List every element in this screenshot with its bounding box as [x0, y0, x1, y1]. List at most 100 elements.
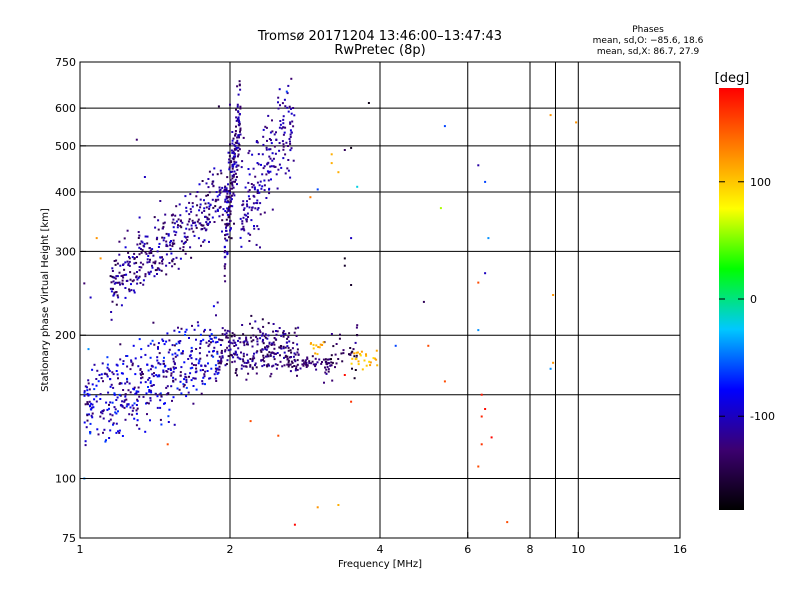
data-point — [228, 345, 231, 347]
data-point — [369, 364, 372, 367]
data-point — [133, 402, 136, 405]
data-point — [242, 355, 245, 358]
data-point — [350, 400, 353, 403]
data-point — [113, 260, 116, 262]
data-point — [95, 237, 98, 240]
data-point — [101, 362, 104, 365]
x-tick-label: 8 — [527, 543, 534, 556]
data-point — [184, 333, 186, 336]
data-point — [149, 397, 152, 400]
data-point — [237, 123, 240, 126]
data-point — [172, 376, 175, 379]
data-point — [242, 365, 245, 368]
data-point — [195, 226, 198, 229]
data-point — [111, 288, 114, 290]
data-point — [157, 219, 160, 222]
data-point — [207, 186, 210, 189]
data-point — [256, 337, 259, 340]
data-point — [83, 391, 86, 394]
data-point — [108, 437, 111, 439]
data-point — [91, 403, 94, 406]
data-point — [268, 192, 271, 195]
data-point — [180, 392, 183, 395]
data-point — [226, 197, 229, 200]
data-point — [266, 345, 269, 348]
data-point — [233, 353, 236, 356]
data-point — [292, 159, 295, 162]
data-point — [263, 184, 266, 187]
data-point — [201, 180, 204, 182]
data-point — [316, 188, 319, 191]
data-point — [259, 349, 262, 352]
data-point — [297, 326, 300, 329]
data-point — [138, 427, 141, 430]
data-point — [350, 237, 353, 240]
data-point — [205, 341, 208, 344]
data-point — [286, 337, 289, 340]
data-point — [215, 380, 218, 382]
data-point — [248, 149, 251, 152]
data-point — [203, 199, 205, 202]
data-point — [237, 119, 239, 122]
data-point — [233, 341, 236, 344]
data-point — [258, 191, 261, 194]
x-tick-label: 16 — [673, 543, 687, 556]
data-point — [199, 203, 202, 206]
data-point — [214, 210, 217, 213]
data-point — [253, 357, 256, 360]
data-point — [114, 277, 117, 280]
data-point — [188, 375, 190, 378]
data-point — [148, 390, 151, 393]
data-point — [223, 265, 226, 268]
data-point — [343, 264, 346, 267]
data-point — [170, 240, 172, 242]
data-point — [149, 249, 152, 252]
data-point — [206, 354, 209, 357]
data-point — [191, 362, 193, 365]
data-point — [284, 105, 287, 108]
data-point — [144, 273, 147, 276]
data-point — [168, 348, 171, 351]
data-point — [280, 334, 283, 337]
data-point — [315, 368, 318, 371]
data-point — [549, 367, 552, 370]
y-tick-label: 750 — [55, 56, 76, 69]
data-point — [225, 334, 228, 337]
data-point — [197, 324, 200, 327]
data-point — [439, 207, 442, 210]
data-point — [118, 253, 121, 256]
data-point — [208, 350, 211, 353]
data-point — [142, 395, 145, 398]
data-point — [111, 401, 114, 404]
data-point — [264, 333, 267, 336]
data-point — [131, 280, 134, 283]
data-point — [89, 296, 92, 299]
data-point — [235, 116, 238, 119]
data-point — [218, 189, 221, 192]
data-point — [484, 272, 487, 275]
data-point — [350, 362, 353, 365]
data-point — [156, 356, 159, 359]
data-point — [136, 256, 138, 258]
data-point — [281, 365, 284, 368]
data-point — [167, 392, 169, 395]
data-point — [270, 372, 273, 375]
data-point — [259, 202, 262, 205]
data-point — [267, 179, 270, 182]
data-point — [254, 320, 257, 323]
data-point — [231, 142, 234, 145]
data-point — [127, 403, 130, 406]
data-point — [118, 393, 121, 396]
data-point — [185, 227, 188, 230]
data-point — [229, 220, 231, 223]
data-point — [256, 343, 259, 346]
data-point — [227, 216, 230, 219]
colorbar-tick-label: 0 — [750, 293, 757, 306]
data-point — [208, 205, 211, 208]
data-point — [126, 380, 129, 383]
data-point — [239, 88, 242, 91]
data-point — [175, 220, 178, 223]
data-point — [180, 226, 183, 229]
data-point — [257, 327, 260, 330]
data-point — [242, 216, 245, 219]
